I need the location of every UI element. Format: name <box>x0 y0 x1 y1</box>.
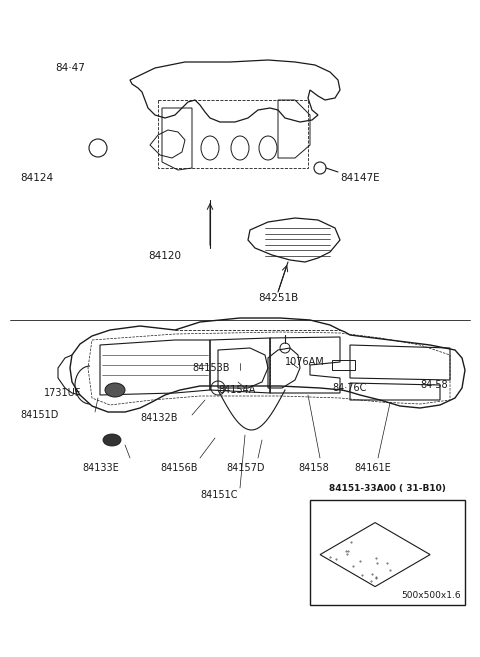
Text: 500x500x1.6: 500x500x1.6 <box>401 591 461 599</box>
Text: 84156B: 84156B <box>160 463 197 473</box>
Text: 84151-33A00 ( 31-B10): 84151-33A00 ( 31-B10) <box>329 484 446 493</box>
Text: 84151C: 84151C <box>200 490 238 500</box>
Text: 84161E: 84161E <box>354 463 391 473</box>
Text: 84251B: 84251B <box>258 293 298 303</box>
Text: 84147E: 84147E <box>340 173 380 183</box>
Text: 84158: 84158 <box>298 463 329 473</box>
Text: 1076AM: 1076AM <box>285 357 325 367</box>
Text: 84·47: 84·47 <box>55 63 85 73</box>
Text: 84157D: 84157D <box>226 463 264 473</box>
Text: 84132B: 84132B <box>140 413 178 423</box>
Text: 84151D: 84151D <box>20 410 59 420</box>
Text: 84124: 84124 <box>20 173 53 183</box>
Bar <box>310 500 465 605</box>
Text: 84154A: 84154A <box>218 385 255 395</box>
Text: 84133E: 84133E <box>82 463 119 473</box>
Ellipse shape <box>103 434 121 446</box>
Text: 84·76C: 84·76C <box>332 383 366 393</box>
Text: 84120: 84120 <box>148 251 181 261</box>
Text: 84·58: 84·58 <box>420 380 448 390</box>
Text: 1731UF: 1731UF <box>44 388 82 398</box>
Ellipse shape <box>105 383 125 397</box>
Text: 84153B: 84153B <box>192 363 229 373</box>
